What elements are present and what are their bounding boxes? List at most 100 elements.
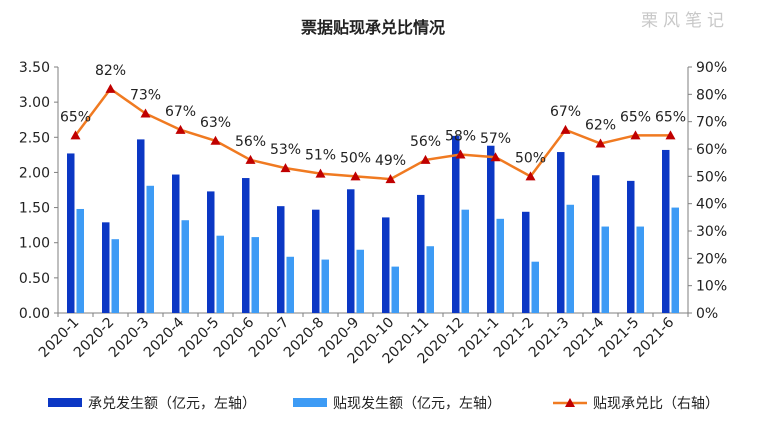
watermark: 栗风笔记 [641, 11, 729, 31]
ratio-marker [280, 163, 291, 173]
bar-1 [347, 189, 355, 313]
ratio-marker [420, 154, 431, 164]
ratio-data-label: 51% [305, 148, 336, 164]
y-right-tick-label: 0% [696, 306, 718, 322]
ratio-data-label: 53% [270, 142, 301, 158]
bar-1 [452, 135, 460, 313]
bar-1 [137, 139, 145, 313]
y-left-tick-label: 2.00 [19, 165, 50, 181]
y-right-tick-label: 30% [696, 224, 727, 240]
legend-swatch [293, 398, 327, 407]
ratio-marker [525, 171, 536, 181]
y-right-tick-label: 90% [696, 60, 727, 76]
ratio-marker [385, 174, 396, 184]
bar-1 [627, 180, 635, 313]
ratio-marker [665, 130, 676, 140]
legend-label: 贴现发生额（亿元，左轴） [333, 396, 501, 412]
bar-1 [382, 217, 390, 313]
bar-1 [487, 145, 495, 313]
bar-1 [662, 149, 670, 313]
y-left-tick-label: 1.50 [19, 201, 50, 217]
ratio-data-label: 49% [375, 153, 406, 169]
ratio-data-label: 65% [655, 109, 686, 125]
bar-2 [496, 218, 504, 313]
y-right-tick-label: 50% [696, 169, 727, 185]
y-left-tick-label: 0.50 [19, 271, 50, 287]
bar-2 [146, 185, 154, 313]
y-right-tick-label: 80% [696, 87, 727, 103]
ratio-marker [175, 124, 186, 134]
bar-2 [601, 226, 609, 313]
bar-2 [76, 208, 84, 313]
bar-1 [67, 153, 75, 313]
bar-1 [172, 174, 180, 313]
bar-1 [242, 178, 250, 313]
ratio-data-label: 73% [130, 87, 161, 103]
ratio-data-label: 67% [165, 104, 196, 120]
ratio-data-label: 65% [620, 109, 651, 125]
ratio-marker [70, 130, 81, 140]
y-right-tick-label: 70% [696, 115, 727, 131]
ratio-data-label: 58% [445, 128, 476, 144]
ratio-data-label: 67% [550, 104, 581, 120]
y-right-tick-label: 20% [696, 251, 727, 267]
ratio-marker [490, 152, 501, 162]
ratio-data-label: 56% [410, 134, 441, 150]
bar-1 [522, 211, 530, 313]
ratio-data-label: 65% [60, 109, 91, 125]
ratio-marker [105, 83, 116, 93]
ratio-marker [245, 154, 256, 164]
bar-2 [111, 239, 119, 313]
ratio-marker [315, 168, 326, 178]
bar-1 [102, 222, 110, 313]
bar-1 [417, 194, 425, 313]
y-right-tick-label: 10% [696, 279, 727, 295]
bar-2 [216, 235, 224, 313]
bar-1 [207, 191, 215, 313]
bar-1 [557, 152, 565, 313]
bar-2 [426, 246, 434, 313]
ratio-marker [140, 108, 151, 118]
bar-2 [391, 266, 399, 313]
ratio-data-label: 50% [515, 150, 546, 166]
bar-2 [356, 249, 364, 313]
y-left-tick-label: 0.00 [19, 306, 50, 322]
bar-1 [277, 206, 285, 313]
ratio-marker [560, 124, 571, 134]
y-right-tick-label: 40% [696, 197, 727, 213]
ratio-data-label: 62% [585, 118, 616, 134]
y-right-tick-label: 60% [696, 142, 727, 158]
chart-title: 票据贴现承兑比情况 [301, 18, 445, 37]
bar-2 [671, 207, 679, 313]
bar-2 [321, 259, 329, 313]
y-left-tick-label: 1.00 [19, 236, 50, 252]
bar-2 [531, 261, 539, 313]
ratio-marker [595, 138, 606, 148]
ratio-marker [350, 171, 361, 181]
bar-2 [566, 204, 574, 313]
ratio-marker [455, 149, 466, 159]
bar-1 [312, 209, 320, 313]
bar-2 [181, 220, 189, 313]
legend-label: 承兑发生额（亿元，左轴） [88, 396, 256, 412]
bar-2 [636, 226, 644, 313]
y-left-tick-label: 3.50 [19, 60, 50, 76]
bar-2 [461, 209, 469, 313]
ratio-line [74, 87, 671, 181]
bar-2 [251, 237, 259, 313]
bar-2 [286, 256, 294, 313]
ratio-data-label: 82% [95, 63, 126, 79]
ratio-data-label: 50% [340, 150, 371, 166]
legend-swatch [48, 398, 82, 407]
ratio-marker [210, 135, 221, 145]
ratio-data-label: 56% [235, 134, 266, 150]
y-left-tick-label: 3.00 [19, 95, 50, 111]
legend-label: 贴现承兑比（右轴） [593, 396, 719, 412]
ratio-data-label: 57% [480, 131, 511, 147]
bar-1 [592, 175, 600, 313]
y-left-tick-label: 2.50 [19, 130, 50, 146]
ratio-marker [630, 130, 641, 140]
ratio-data-label: 63% [200, 115, 231, 131]
legend-marker [565, 398, 575, 407]
